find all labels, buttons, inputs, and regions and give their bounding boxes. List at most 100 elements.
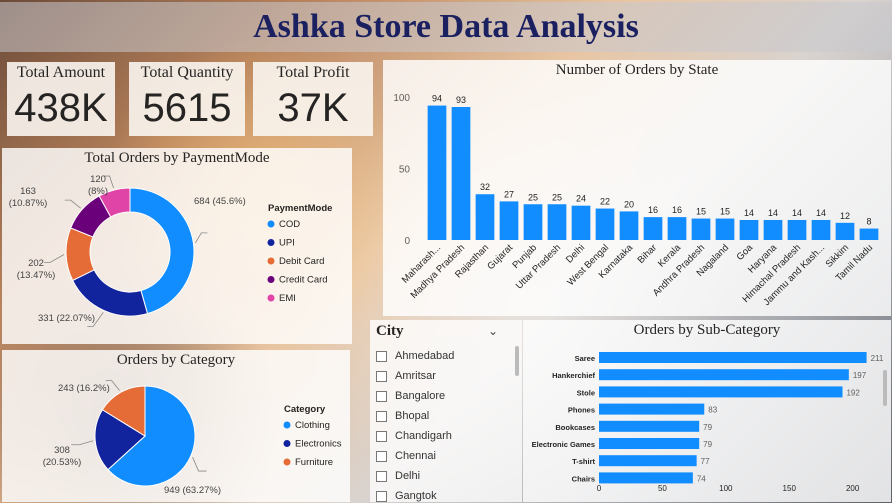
checkbox[interactable] <box>376 450 387 462</box>
city-option-label: Bangalore <box>395 390 446 402</box>
payment-mode-title: Total Orders by PaymentMode <box>84 150 270 166</box>
category-title: Orders by Category <box>116 352 236 368</box>
bar <box>599 438 700 449</box>
city-option-label: Ahmedabad <box>395 350 455 362</box>
city-slicer-title: City <box>376 323 404 339</box>
data-label: 20 <box>624 199 634 209</box>
x-tick-label: 0 <box>597 484 602 493</box>
city-option[interactable]: Delhi <box>376 466 454 486</box>
legend-label: UPI <box>279 238 295 249</box>
data-label: 24 <box>576 194 586 204</box>
legend-marker <box>267 239 275 246</box>
bar <box>599 455 697 467</box>
pie-slice <box>94 409 146 471</box>
y-tick-label: T-shirt <box>572 457 595 466</box>
y-tick-label: Electronic Games <box>532 440 595 449</box>
scrollbar[interactable] <box>515 346 519 376</box>
city-option[interactable]: Amritsar <box>376 366 454 386</box>
city-option-label: Chennai <box>395 450 436 462</box>
data-label: 94 <box>432 94 442 104</box>
data-label: 243 (16.2%) <box>58 383 110 394</box>
data-label: (8%) <box>88 186 108 197</box>
dashboard-title: Ashka Store Data Analysis <box>253 8 639 45</box>
y-tick-label: Saree <box>575 354 595 363</box>
leader-line <box>192 456 207 472</box>
legend-label: Clothing <box>295 420 330 431</box>
kpi-label: Total Amount <box>16 64 106 81</box>
data-label: 22 <box>600 197 610 207</box>
city-option-label: Amritsar <box>395 370 436 382</box>
legend-label: EMI <box>279 293 296 304</box>
city-option[interactable]: Chandigarh <box>376 426 454 446</box>
checkbox[interactable] <box>376 490 387 502</box>
leader-line <box>44 254 65 263</box>
city-option[interactable]: Chennai <box>376 446 454 466</box>
bar <box>599 369 849 381</box>
pie-slice <box>129 187 195 315</box>
data-label: 15 <box>696 207 706 217</box>
data-label: 25 <box>528 192 538 202</box>
leader-line <box>87 312 104 327</box>
sub-category-title: Orders by Sub-Category <box>633 322 781 338</box>
data-label: 15 <box>720 207 730 217</box>
bar <box>715 218 735 240</box>
city-option[interactable]: Ahmedabad <box>376 346 454 366</box>
title-bar: Ashka Store Data Analysis <box>0 2 892 52</box>
legend-marker <box>283 421 291 429</box>
bar <box>739 219 759 240</box>
x-tick-label: 200 <box>846 484 860 493</box>
checkbox[interactable] <box>376 470 387 482</box>
bar <box>595 208 615 240</box>
data-label: 331 (22.07%) <box>38 313 95 324</box>
city-option[interactable]: Bangalore <box>376 386 454 406</box>
checkbox[interactable] <box>376 410 387 422</box>
legend-label: Electronics <box>295 439 342 450</box>
bar <box>835 222 855 240</box>
data-label: 83 <box>708 406 717 415</box>
bar <box>499 201 519 240</box>
x-tick-label: 150 <box>783 484 797 493</box>
data-label: 949 (63.27%) <box>164 485 221 496</box>
bar <box>571 205 591 240</box>
checkbox[interactable] <box>376 370 387 382</box>
pie-slice <box>101 385 146 437</box>
bar <box>763 219 783 240</box>
bar <box>599 420 700 432</box>
kpi-card-total-amount: Total Amount 438K <box>7 62 115 136</box>
city-option[interactable]: Gangtok <box>376 486 454 503</box>
legend-marker <box>283 458 291 466</box>
data-label: 14 <box>768 208 778 218</box>
legend-marker <box>283 440 291 447</box>
x-tick-label: Gujarat <box>485 242 515 272</box>
chevron-down-icon[interactable]: ⌄ <box>488 324 499 338</box>
legend-label: COD <box>279 219 300 230</box>
bar <box>811 219 831 240</box>
legend-title: Category <box>284 404 326 415</box>
city-list: Ahmedabad Amritsar Bangalore Bhopal Chandiga… <box>376 346 454 503</box>
data-label: 192 <box>846 388 860 397</box>
y-tick-label: Phones <box>568 406 595 415</box>
data-label: 684 (45.6%) <box>194 196 246 207</box>
x-tick-label: 50 <box>658 484 667 493</box>
scrollbar[interactable] <box>883 370 887 406</box>
y-tick-label: Hankerchief <box>552 371 595 380</box>
data-label: 32 <box>480 182 490 192</box>
city-option[interactable]: Bhopal <box>376 406 454 426</box>
checkbox[interactable] <box>376 430 387 442</box>
bar <box>599 403 705 415</box>
city-slicer[interactable]: City ⌄ Ahmedabad Amritsar Bangalore Bhopal C… <box>370 320 522 502</box>
checkbox[interactable] <box>376 350 387 362</box>
data-label: 14 <box>816 208 826 218</box>
x-tick-label: Goa <box>735 242 756 263</box>
data-label: 25 <box>552 192 562 202</box>
pie-slice <box>72 269 149 317</box>
data-label: 14 <box>744 208 754 218</box>
leader-line <box>195 232 208 244</box>
legend-title: PaymentMode <box>268 203 332 214</box>
data-label: 12 <box>840 211 850 221</box>
x-tick-label: 100 <box>719 484 733 493</box>
data-label: 202 <box>28 258 44 269</box>
bar <box>427 105 447 240</box>
checkbox[interactable] <box>376 390 387 402</box>
